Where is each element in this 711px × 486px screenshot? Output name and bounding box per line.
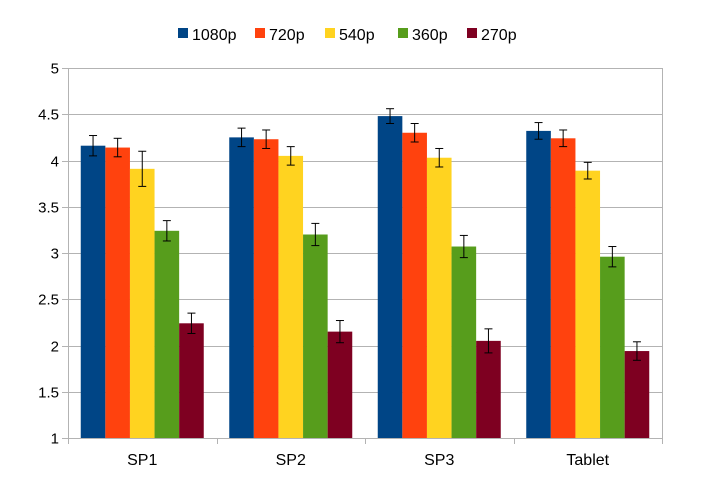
y-tick-label: 1.5 xyxy=(38,385,59,402)
bar-540p-SP2 xyxy=(278,155,304,438)
bar-540p-SP1 xyxy=(129,168,155,438)
axes: 1 1.5 2 2.5 3 3.5 4 4.5 5 SP1 SP2 SP3 Tablet xyxy=(38,61,663,469)
y-tick-label: 4.5 xyxy=(38,107,59,124)
y-tick-label: 2.5 xyxy=(38,292,59,309)
bar-720p-SP2 xyxy=(253,139,279,438)
legend-swatch-270p xyxy=(467,28,477,38)
x-category-label: SP3 xyxy=(424,452,454,469)
bar-360p-SP1 xyxy=(154,230,180,438)
bar-360p-SP3 xyxy=(451,246,477,438)
bar-540p-SP3 xyxy=(426,157,452,438)
y-tick-label: 5 xyxy=(51,61,59,78)
bars xyxy=(80,108,650,439)
bar-540p-Tablet xyxy=(575,170,601,439)
legend-label-1080p: 1080p xyxy=(192,27,237,44)
legend-label-720p: 720p xyxy=(269,27,305,44)
y-tick-label: 3.5 xyxy=(38,200,59,217)
legend-swatch-540p xyxy=(325,28,335,38)
bar-1080p-Tablet xyxy=(526,130,551,438)
bar-720p-SP1 xyxy=(105,147,130,439)
bar-1080p-SP3 xyxy=(377,116,403,438)
legend: 1080p 720p 540p 360p 270p xyxy=(178,27,517,44)
bar-270p-Tablet xyxy=(624,351,650,438)
legend-label-270p: 270p xyxy=(481,27,517,44)
bar-270p-SP1 xyxy=(179,323,204,438)
bar-360p-Tablet xyxy=(600,256,625,438)
bar-270p-SP3 xyxy=(476,340,501,438)
y-tick-label: 4 xyxy=(51,154,59,171)
legend-label-360p: 360p xyxy=(412,27,448,44)
legend-label-540p: 540p xyxy=(339,27,375,44)
x-category-label: SP1 xyxy=(127,452,157,469)
y-tick-label: 3 xyxy=(51,246,59,263)
bar-1080p-SP1 xyxy=(80,145,106,438)
bar-720p-Tablet xyxy=(550,138,576,439)
bar-720p-SP3 xyxy=(402,132,427,438)
x-category-label: SP2 xyxy=(276,452,306,469)
y-tick-label: 1 xyxy=(51,431,59,448)
x-category-label: Tablet xyxy=(566,452,609,469)
bar-360p-SP2 xyxy=(303,234,328,438)
legend-swatch-1080p xyxy=(178,28,188,38)
legend-swatch-360p xyxy=(398,28,408,38)
bar-1080p-SP2 xyxy=(229,137,254,438)
y-tick-label: 2 xyxy=(51,339,59,356)
bar-270p-SP2 xyxy=(327,331,353,438)
legend-swatch-720p xyxy=(255,28,265,38)
